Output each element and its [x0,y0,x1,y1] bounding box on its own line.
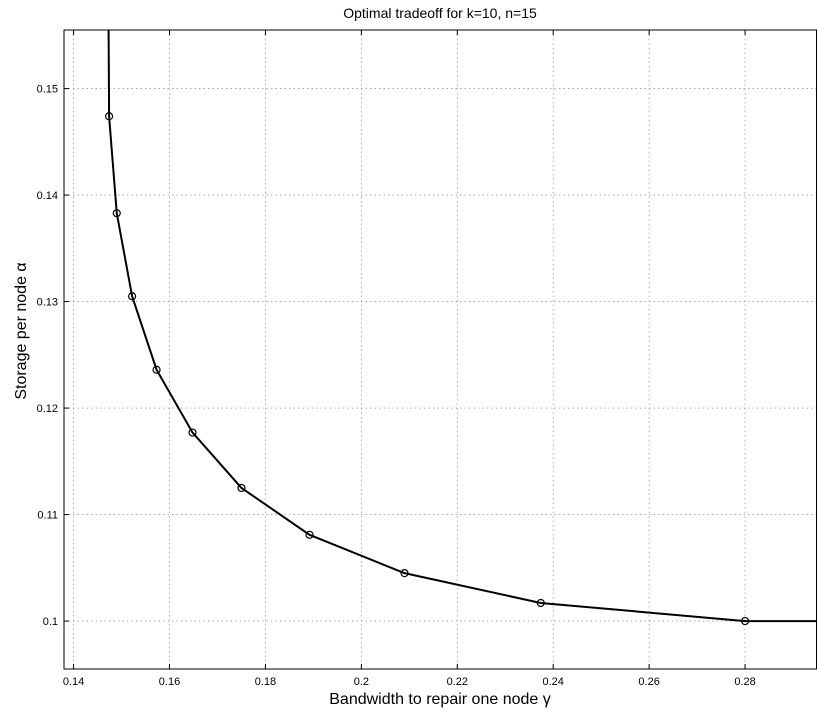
chart-title: Optimal tradeoff for k=10, n=15 [343,5,537,21]
x-tick-label: 0.16 [159,676,180,688]
series-layer [104,29,817,626]
y-tick-label: 0.13 [37,297,58,309]
x-tick-label: 0.18 [255,676,276,688]
x-tick-label: 0.28 [734,676,755,688]
x-axis-title: Bandwidth to repair one node γ [329,691,550,708]
data-point-marker [536,598,545,608]
grid-layer [64,30,817,669]
y-tick-label: 0.12 [37,403,58,415]
y-tick-label: 0.15 [37,84,58,96]
data-point-marker [237,483,246,493]
x-tick-label: 0.14 [63,676,84,688]
ticks-layer: 0.14 0.16 0.18 0.2 0.22 0.24 0.26 0.28 0.1 0.11 0.… [37,30,756,688]
data-point-marker [305,530,314,539]
plot-frame [63,29,817,670]
y-axis-title: Storage per node α [13,262,30,399]
data-point-marker [128,292,137,301]
data-point-marker [740,616,750,626]
x-tick-label: 0.26 [638,676,659,688]
data-point-marker [152,365,161,374]
y-tick-label: 0.11 [37,510,58,522]
data-point-marker [188,428,197,437]
data-point-marker [400,569,409,578]
tradeoff-curve [107,29,817,623]
data-point-marker [112,209,121,218]
x-tick-label: 0.22 [447,676,468,688]
y-tick-label: 0.14 [37,190,58,202]
x-tick-label: 0.24 [542,676,563,688]
x-tick-label: 0.2 [354,676,369,688]
data-point-marker [104,112,114,121]
y-tick-label: 0.1 [43,616,58,628]
